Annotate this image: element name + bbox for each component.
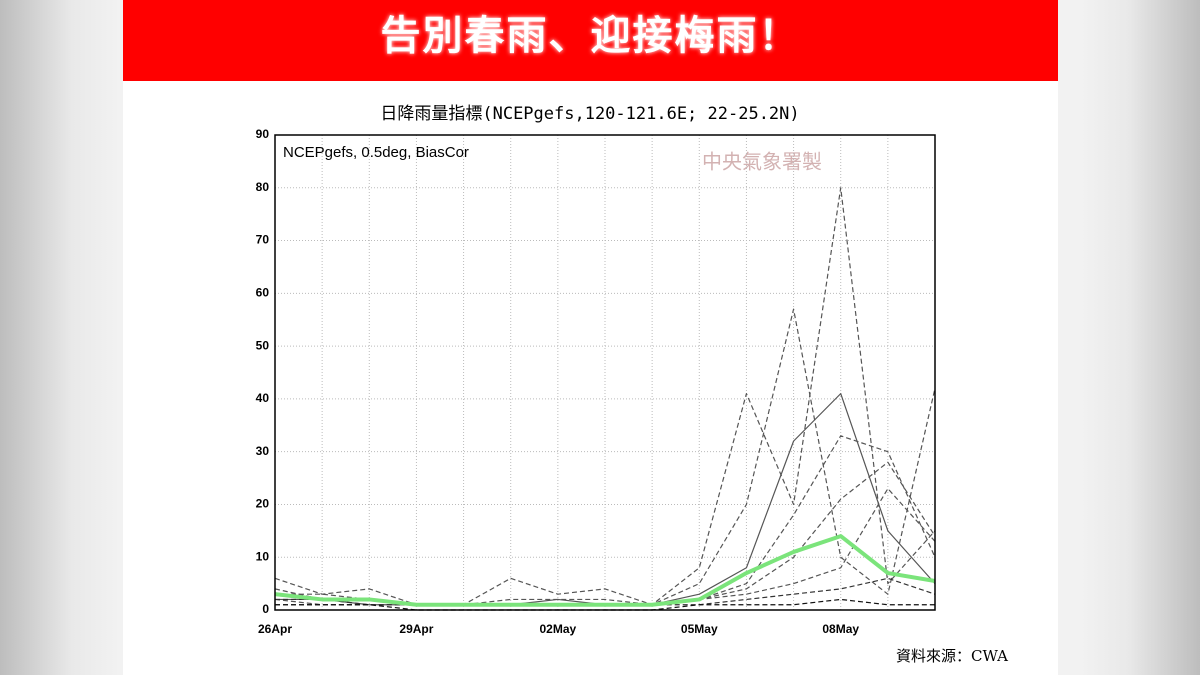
source: 資料來源：CWA bbox=[896, 647, 1008, 665]
x-tick-label: 02May bbox=[540, 622, 577, 636]
y-tick-label: 90 bbox=[256, 127, 270, 141]
panel bbox=[123, 0, 1058, 675]
x-tick-label: 05May bbox=[681, 622, 718, 636]
x-tick-label: 26Apr bbox=[258, 622, 292, 636]
y-tick-label: 70 bbox=[256, 233, 270, 247]
y-tick-label: 10 bbox=[256, 549, 270, 563]
y-tick-label: 50 bbox=[256, 338, 270, 352]
y-tick-label: 80 bbox=[256, 180, 270, 194]
y-tick-label: 60 bbox=[256, 286, 270, 300]
y-tick-label: 40 bbox=[256, 391, 270, 405]
plot-border bbox=[274, 134, 936, 611]
x-tick-label: 29Apr bbox=[399, 622, 433, 636]
watermark: 中央氣象署製 bbox=[702, 150, 822, 174]
y-tick-label: 30 bbox=[256, 444, 270, 458]
banner-title: 告別春雨、迎接梅雨！ bbox=[123, 0, 1058, 81]
annotation: NCEPgefs, 0.5deg, BiasCor bbox=[283, 144, 469, 161]
series-line bbox=[274, 534, 936, 607]
y-tick-label: 20 bbox=[256, 497, 270, 511]
x-tick-label: 08May bbox=[822, 622, 859, 636]
series-line bbox=[274, 187, 936, 606]
y-tick-label: 0 bbox=[262, 602, 269, 616]
series-line bbox=[274, 308, 936, 606]
chart-title: 日降雨量指標(NCEPgefs,120-121.6E; 22-25.2N) bbox=[380, 104, 799, 124]
